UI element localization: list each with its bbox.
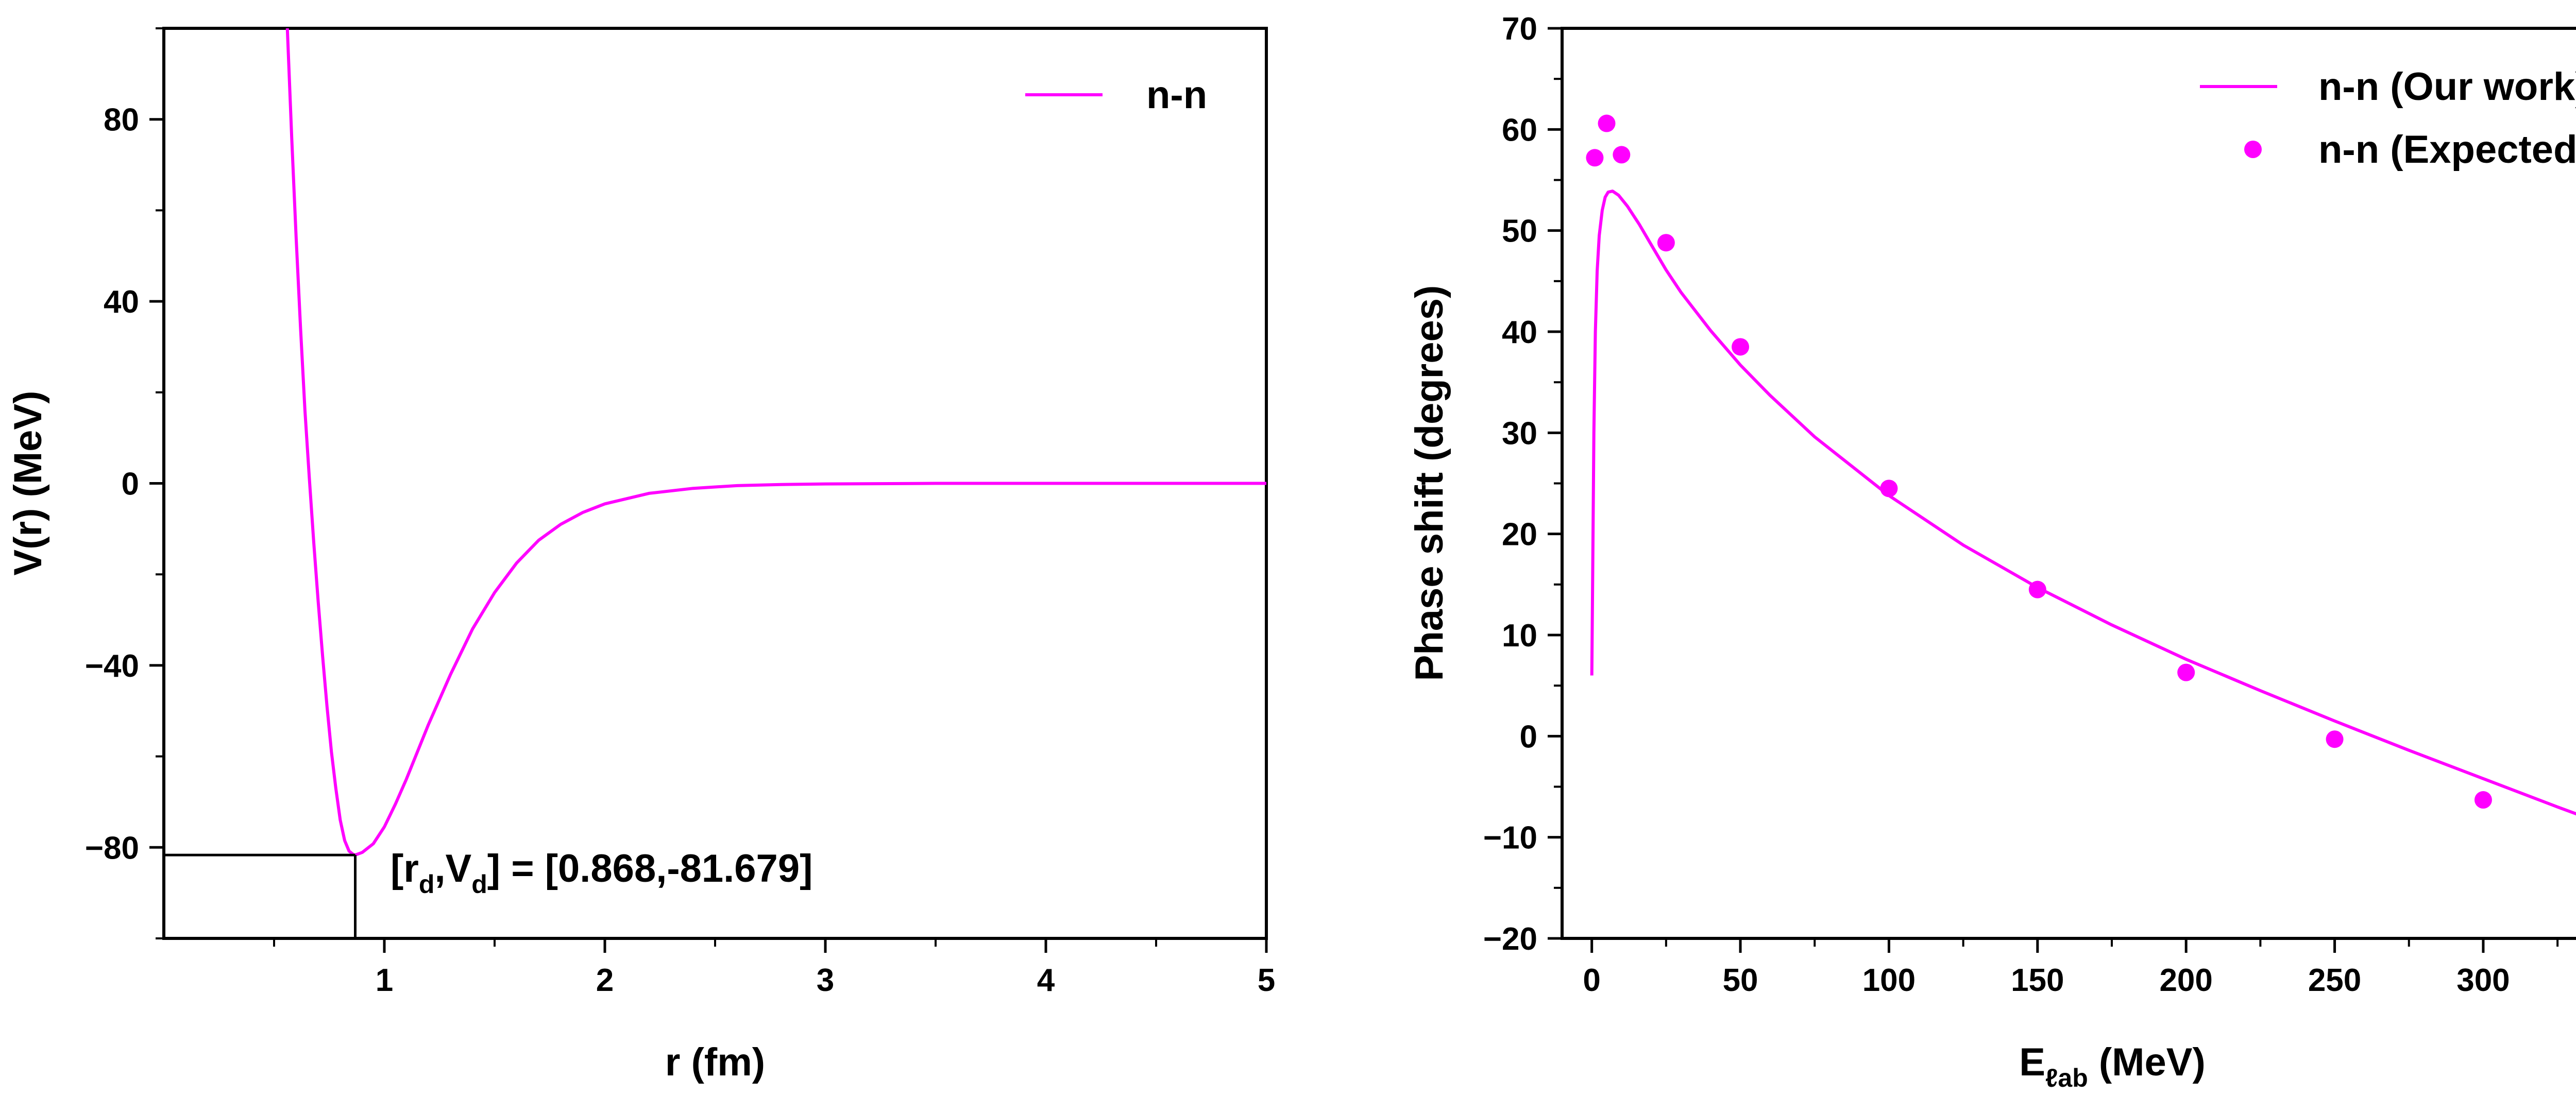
- tick-layer: 050100150200250300350706050403020100−10−…: [1483, 11, 2559, 998]
- y-tick-label: −20: [1483, 921, 1537, 957]
- series-layer: [285, 28, 1266, 857]
- expected-point: [1657, 234, 1675, 252]
- x-tick-label: 0: [1583, 963, 1600, 998]
- expected-point: [1880, 480, 1898, 498]
- series-line-our-work: [1590, 190, 2576, 816]
- min-point-annotation: [rd,Vd] = [0.868,-81.679]: [391, 847, 812, 899]
- expected-point: [2326, 730, 2344, 748]
- legend-label-our-work: n-n (Our work): [2318, 65, 2576, 109]
- expected-point: [1598, 114, 1616, 132]
- y-tick-label: 40: [104, 284, 139, 320]
- x-tick-label: 2: [596, 963, 614, 998]
- potential-chart: 1 2 3 4 5 80 40 0 −40 −80 n-n [rd,Vd] = [0.868,-8…: [6, 27, 1275, 1084]
- y-tick-label: 70: [1502, 11, 1537, 47]
- y-axis-title: Phase shift (degrees): [1408, 285, 1451, 681]
- expected-point: [1732, 338, 1750, 356]
- y-axis-title: V(r) (MeV): [6, 391, 50, 576]
- legend-label-expected: n-n (Expected): [2318, 128, 2576, 172]
- annotation-lines: [164, 853, 357, 938]
- y-tick-label: 80: [104, 102, 139, 138]
- y-tick-label: 10: [1502, 618, 1537, 654]
- expected-point: [2028, 580, 2046, 598]
- y-tick-label: −10: [1483, 820, 1537, 856]
- y-tick-label: 0: [122, 467, 139, 502]
- x-tick-label: 300: [2456, 963, 2510, 998]
- legend-label-n-n: n-n: [1146, 73, 1207, 117]
- x-tick-label: 50: [1723, 963, 1758, 998]
- legend-marker-expected: [2244, 141, 2262, 158]
- expected-point: [1613, 146, 1631, 164]
- x-tick-label: 5: [1258, 963, 1275, 998]
- x-tick-label: 100: [1862, 963, 1916, 998]
- x-tick-label: 200: [2159, 963, 2212, 998]
- y-tick-label: 30: [1502, 416, 1537, 451]
- expected-point: [2177, 663, 2195, 681]
- series-layer: [1586, 114, 2576, 816]
- expected-point: [1586, 149, 1604, 167]
- x-tick-label: 150: [2011, 963, 2064, 998]
- y-tick-label: 0: [1520, 719, 1537, 755]
- x-axis-title: r (fm): [665, 1040, 765, 1084]
- y-tick-label: 50: [1502, 214, 1537, 249]
- x-tick-label: 1: [376, 963, 393, 998]
- expected-point: [2474, 791, 2492, 809]
- tick-layer: 1 2 3 4 5 80 40 0 −40 −80: [85, 27, 1275, 998]
- series-line-n-n: [285, 28, 1266, 857]
- x-tick-label: 3: [817, 963, 834, 998]
- y-tick-label: 40: [1502, 315, 1537, 350]
- x-tick-label: 4: [1037, 963, 1055, 998]
- y-tick-label: −80: [85, 830, 139, 866]
- y-tick-label: −40: [85, 648, 139, 684]
- y-tick-label: 20: [1502, 517, 1537, 553]
- x-axis-title: Eℓab (MeV): [2019, 1040, 2206, 1092]
- x-tick-label: 250: [2308, 963, 2361, 998]
- phase-shift-chart: 050100150200250300350706050403020100−10−…: [1408, 11, 2576, 1092]
- y-tick-label: 60: [1502, 112, 1537, 148]
